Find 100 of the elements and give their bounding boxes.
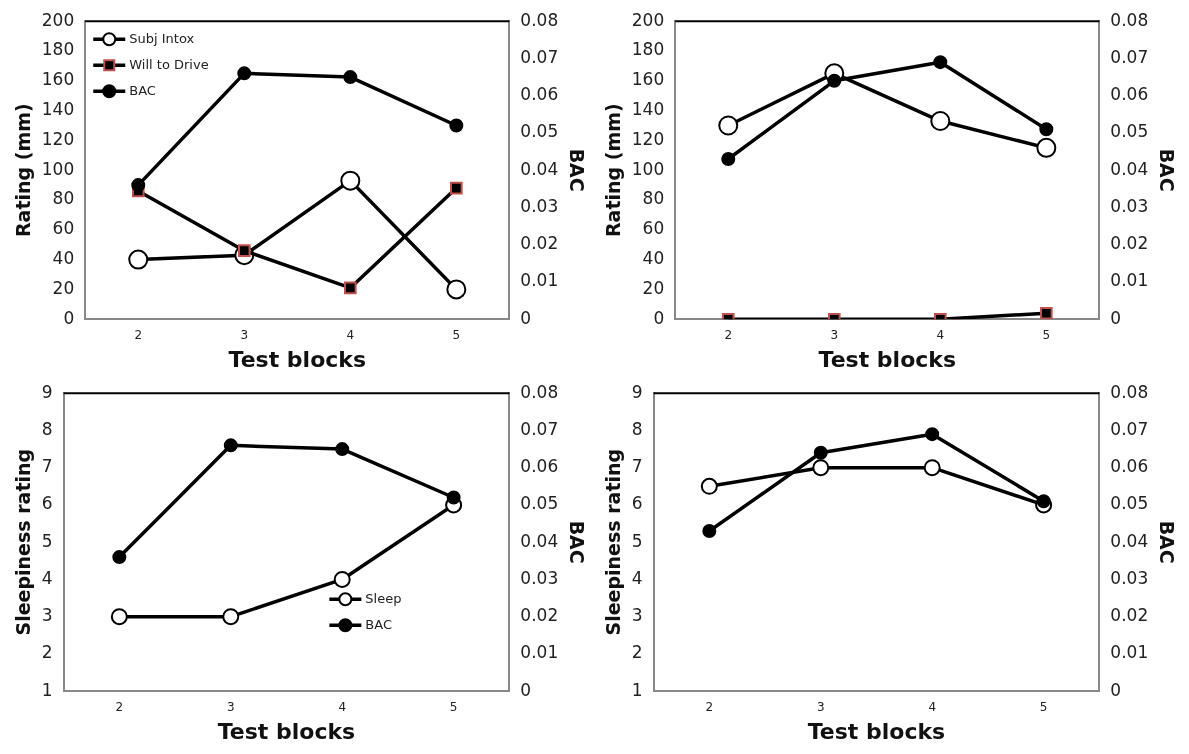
point xyxy=(446,279,467,300)
y2-tick-label: 0.03 xyxy=(1110,567,1149,588)
point xyxy=(702,524,717,539)
y-tick-label: 4 xyxy=(631,567,643,588)
y-tick-label: 200 xyxy=(41,9,75,30)
point xyxy=(700,477,718,495)
y2-tick-label: 0.06 xyxy=(520,84,559,105)
x-tick-label: 4 xyxy=(338,699,347,714)
y2-tick-label: 0.03 xyxy=(1110,195,1149,216)
y-axis-title: Sleepiness rating xyxy=(602,448,625,636)
x-axis-title: Test blocks xyxy=(217,718,356,744)
y2-tick-label: 0.01 xyxy=(520,642,559,663)
y2-tick-label: 0.02 xyxy=(1110,233,1149,254)
point xyxy=(110,608,128,626)
x-tick-label: 2 xyxy=(115,699,124,714)
y-tick-label: 80 xyxy=(642,188,665,209)
x-tick-label: 5 xyxy=(1039,699,1048,714)
y2-tick-label: 0.04 xyxy=(1110,158,1149,179)
point xyxy=(718,115,739,136)
y-tick-label: 2 xyxy=(631,642,643,663)
y2-tick-label: 0.01 xyxy=(520,270,559,291)
y2-tick-label: 0.07 xyxy=(1110,418,1149,439)
y-tick-label: 140 xyxy=(631,99,665,120)
y2-tick-label: 0.02 xyxy=(1110,605,1149,626)
y-tick-label: 40 xyxy=(52,248,75,269)
y2-axis-title: BAC xyxy=(1155,520,1178,564)
y2-tick-label: 0.08 xyxy=(1110,381,1149,402)
y2-tick-label: 0.05 xyxy=(1110,493,1149,514)
point xyxy=(222,608,240,626)
y-tick-label: 4 xyxy=(41,567,53,588)
y-tick-label: 9 xyxy=(631,381,643,402)
y2-tick-label: 0.07 xyxy=(520,418,559,439)
y2-tick-label: 0.07 xyxy=(1110,46,1149,67)
y-tick-label: 60 xyxy=(52,218,75,239)
legend-label: Sleep xyxy=(365,590,402,606)
point xyxy=(812,459,830,477)
y2-tick-label: 0.05 xyxy=(520,493,559,514)
point xyxy=(721,152,736,167)
legend-label: BAC xyxy=(129,82,156,98)
y-tick-label: 120 xyxy=(631,128,665,149)
y2-tick-label: 0 xyxy=(520,307,532,328)
y2-tick-label: 0.06 xyxy=(520,456,559,477)
point xyxy=(450,181,463,195)
y-tick-label: 3 xyxy=(631,605,643,626)
x-tick-label: 2 xyxy=(724,327,733,342)
x-axis-title: Test blocks xyxy=(228,346,367,372)
y-tick-label: 100 xyxy=(631,158,665,179)
y2-tick-label: 0.07 xyxy=(520,46,559,67)
y-tick-label: 0 xyxy=(653,307,665,328)
point xyxy=(128,249,149,270)
legend-label: Subj Intox xyxy=(129,30,195,46)
y2-axis-title: BAC xyxy=(565,520,588,564)
y2-tick-label: 0.08 xyxy=(1110,9,1149,30)
y2-tick-label: 0.04 xyxy=(520,530,559,551)
point xyxy=(1036,494,1051,509)
y2-tick-label: 0.05 xyxy=(1110,121,1149,142)
y-tick-label: 160 xyxy=(41,69,75,90)
point xyxy=(1036,137,1057,158)
point xyxy=(344,281,357,295)
y-tick-label: 180 xyxy=(41,39,75,60)
point xyxy=(449,118,464,133)
point xyxy=(1039,122,1054,137)
y2-tick-label: 0.01 xyxy=(1110,270,1149,291)
y-tick-label: 120 xyxy=(41,128,75,149)
y-axis-title: Rating (mm) xyxy=(12,103,35,238)
y-tick-label: 80 xyxy=(52,188,75,209)
y2-tick-label: 0.04 xyxy=(520,158,559,179)
y2-tick-label: 0.08 xyxy=(520,9,559,30)
y2-tick-label: 0 xyxy=(1110,679,1122,700)
y2-tick-label: 0.01 xyxy=(1110,642,1149,663)
y-tick-label: 2 xyxy=(41,642,53,663)
y2-axis-title: BAC xyxy=(1155,148,1178,192)
point xyxy=(340,170,361,191)
y-tick-label: 60 xyxy=(642,218,665,239)
y-tick-label: 6 xyxy=(631,493,643,514)
y-tick-label: 8 xyxy=(631,418,643,439)
x-tick-label: 3 xyxy=(240,327,249,342)
y2-tick-label: 0.06 xyxy=(1110,456,1149,477)
y-tick-label: 160 xyxy=(631,69,665,90)
y2-tick-label: 0.02 xyxy=(520,233,559,254)
y-tick-label: 9 xyxy=(41,381,53,402)
point xyxy=(925,427,940,442)
y-tick-label: 20 xyxy=(642,277,665,298)
y2-tick-label: 0.06 xyxy=(1110,84,1149,105)
x-tick-label: 5 xyxy=(449,699,458,714)
x-tick-label: 3 xyxy=(816,699,825,714)
y-tick-label: 5 xyxy=(631,530,643,551)
y2-tick-label: 0.04 xyxy=(1110,530,1149,551)
y-tick-label: 180 xyxy=(631,39,665,60)
point xyxy=(237,66,252,81)
point xyxy=(827,73,842,88)
y-tick-label: 40 xyxy=(642,248,665,269)
y-tick-label: 6 xyxy=(41,493,53,514)
x-tick-label: 5 xyxy=(1042,327,1051,342)
y-tick-label: 200 xyxy=(631,9,665,30)
legend-label: BAC xyxy=(365,616,393,632)
y2-tick-label: 0.03 xyxy=(520,195,559,216)
x-tick-label: 3 xyxy=(830,327,839,342)
y-tick-label: 20 xyxy=(52,277,75,298)
y2-tick-label: 0 xyxy=(1110,307,1122,328)
